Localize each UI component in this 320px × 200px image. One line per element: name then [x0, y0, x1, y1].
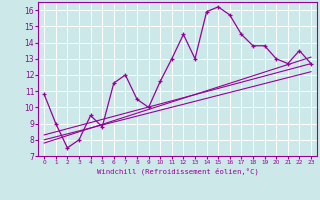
X-axis label: Windchill (Refroidissement éolien,°C): Windchill (Refroidissement éolien,°C): [97, 168, 259, 175]
